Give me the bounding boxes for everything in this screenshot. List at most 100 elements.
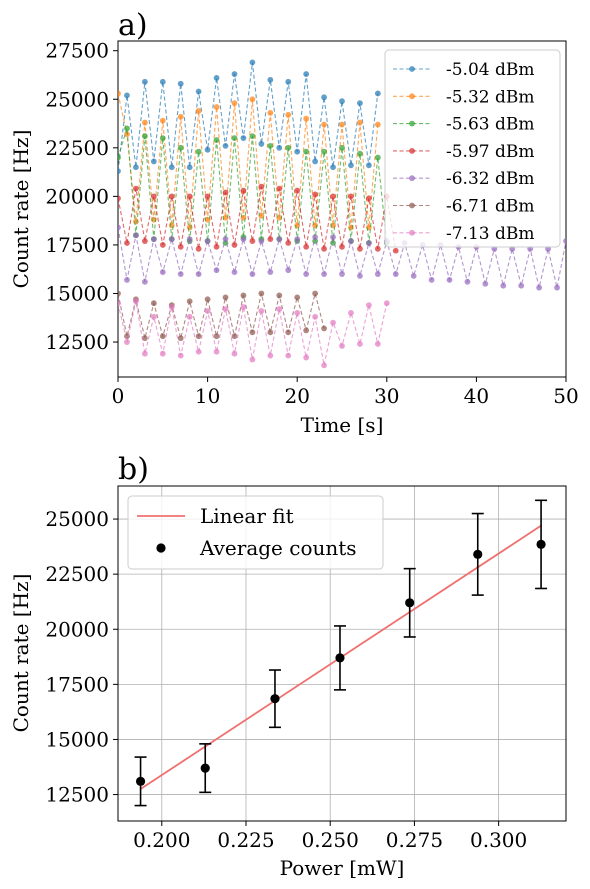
legend-label-6: -7.13 dBm [446,224,535,244]
series-point-1-17 [267,109,274,116]
y-tick-label-2: 17500 [45,672,109,696]
series-point-3-20 [294,187,301,194]
series-point-3-0 [118,195,121,202]
series-point-0-28 [365,162,372,169]
series-point-6-21 [303,354,310,361]
x-tick-label-5: 50 [553,384,578,408]
series-line-0 [118,62,379,172]
panel-a-legend: -5.04 dBm -5.32 dBm -5.63 dBm -5.97 dBm -6.3… [384,49,561,248]
series-point-4-6 [168,236,175,243]
series-point-6-25 [339,343,345,349]
series-point-4-43 [500,282,507,289]
series-point-1-25 [339,121,345,128]
series-point-4-14 [240,236,247,243]
series-point-2-0 [118,154,121,161]
series-point-0-0 [118,168,121,175]
legend-label-4: -6.32 dBm [446,169,535,189]
data-point-2 [270,694,280,704]
series-point-4-26 [348,238,354,244]
series-point-6-13 [231,350,238,357]
series-point-1-6 [168,222,175,229]
series-point-4-49 [554,284,560,291]
data-point-1 [200,763,210,773]
panel-a-axes-frame [117,40,567,378]
series-point-0-3 [141,78,148,85]
series-point-5-19 [285,329,292,336]
series-point-0-23 [321,94,327,101]
series-point-2-17 [267,142,274,149]
series-point-3-2 [133,185,139,192]
y-tick-label-0: 12500 [45,783,109,807]
legend-marker-2 [409,120,415,127]
series-point-4-27 [357,273,363,279]
series-point-5-21 [303,327,310,334]
series-point-0-4 [150,158,157,165]
data-point-4 [405,598,415,608]
series-point-4-37 [446,276,453,283]
series-point-5-7 [177,335,184,342]
series-point-3-16 [258,183,265,190]
x-tick-label-2: 20 [284,384,309,408]
series-point-1-5 [159,117,166,124]
series-point-6-7 [177,352,184,359]
series-point-6-3 [141,350,148,357]
series-point-2-7 [177,144,184,151]
series-point-1-19 [285,111,292,118]
series-point-0-12 [222,142,229,149]
series-point-0-14 [240,135,247,142]
x-tick-label-4: 40 [464,384,489,408]
series-point-2-21 [303,148,310,155]
series-point-0-8 [186,164,193,171]
series-point-4-11 [213,267,220,274]
series-point-1-16 [258,212,265,219]
series-point-3-18 [276,185,283,192]
panel-b-plot-area [134,499,548,807]
series-point-6-29 [374,341,381,347]
series-point-3-1 [124,240,130,246]
series-point-5-17 [267,329,274,336]
legend-marker-3 [409,148,415,154]
series-point-2-23 [321,148,327,155]
y-tick-label-4: 22500 [45,562,109,586]
series-point-3-24 [330,193,336,200]
x-tick-label-0: 0 [112,384,125,408]
series-point-5-13 [231,333,238,340]
series-point-0-26 [348,162,354,169]
series-point-3-19 [285,240,292,246]
series-point-2-25 [339,144,345,151]
series-point-2-15 [249,133,256,140]
panel-a-x-ticks: 0 10 20 30 40 50 [112,377,579,408]
series-point-0-2 [133,164,139,171]
y-tick-label-5: 25000 [45,507,109,531]
legend-label-0: -5.04 dBm [446,60,535,80]
series-point-6-30 [383,300,390,307]
series-point-6-26 [348,310,354,316]
series-point-3-9 [195,245,202,252]
x-tick-label-3: 30 [374,384,399,408]
series-point-6-2 [133,298,139,305]
x-tick-label-1: 0.225 [217,828,274,852]
series-point-0-5 [159,78,166,85]
series-point-6-9 [195,348,202,355]
series-point-4-8 [186,236,193,243]
series-point-5-4 [150,300,157,307]
series-point-2-9 [195,148,202,155]
series-point-4-16 [258,238,265,244]
legend-marker-0 [409,66,415,72]
y-tick-label-6: 27500 [45,39,109,63]
legend-marker-4 [409,175,415,182]
series-point-4-17 [267,269,274,276]
series-point-4-45 [518,282,525,289]
series-point-3-31 [392,247,399,254]
series-point-6-22 [312,313,319,320]
series-point-4-21 [303,271,310,277]
series-point-3-21 [303,243,310,250]
series-point-0-9 [195,88,202,95]
series-point-4-24 [330,234,336,241]
series-point-0-6 [168,164,175,171]
legend-point-marker [156,543,166,553]
legend-box [384,49,561,248]
series-point-2-11 [213,137,220,143]
y-tick-label-3: 20000 [45,184,109,208]
series-point-5-9 [195,333,202,340]
